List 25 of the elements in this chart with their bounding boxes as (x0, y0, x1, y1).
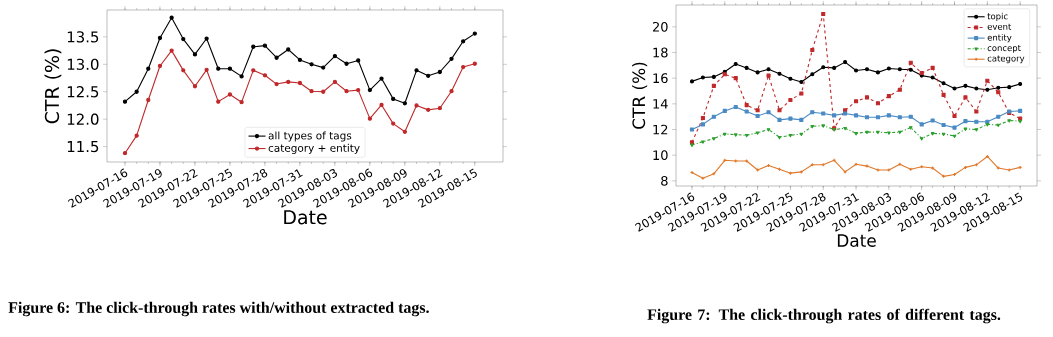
caption: Figure 6: The click-through rates with/without extracted tags. (8, 301, 429, 317)
legend-label: category + entity (268, 143, 360, 154)
y-tick-label: 13.5 (67, 31, 99, 43)
y-tick-label: 12 (653, 124, 668, 135)
y-axis-title: CTR (%) (44, 49, 62, 124)
caption: Figure 7: The click-through rates of different tags. (647, 308, 1001, 324)
legend-label: concept (987, 45, 1021, 53)
legend-label: entity (987, 34, 1012, 43)
y-tick-label: 11.5 (67, 141, 99, 153)
legend-label: category (987, 55, 1025, 64)
legend-label: event (987, 23, 1012, 30)
y-tick-label: 10 (653, 150, 668, 161)
x-axis-title: Date (837, 234, 876, 247)
y-tick-label: 12.5 (67, 86, 99, 98)
y-tick-label: 14 (653, 99, 668, 109)
y-tick-label: 8 (661, 175, 668, 186)
y-axis-title: CTR (%) (632, 62, 648, 129)
y-tick-label: 13.0 (67, 58, 99, 70)
y-tick-label: 18 (653, 47, 668, 58)
x-axis-title: Date (284, 210, 327, 225)
legend-label: topic (987, 12, 1008, 21)
y-tick-label: 12.0 (67, 113, 99, 125)
y-tick-label: 16 (653, 73, 668, 84)
legend-label: all types of tags (268, 131, 352, 142)
y-tick-label: 20 (652, 21, 668, 32)
